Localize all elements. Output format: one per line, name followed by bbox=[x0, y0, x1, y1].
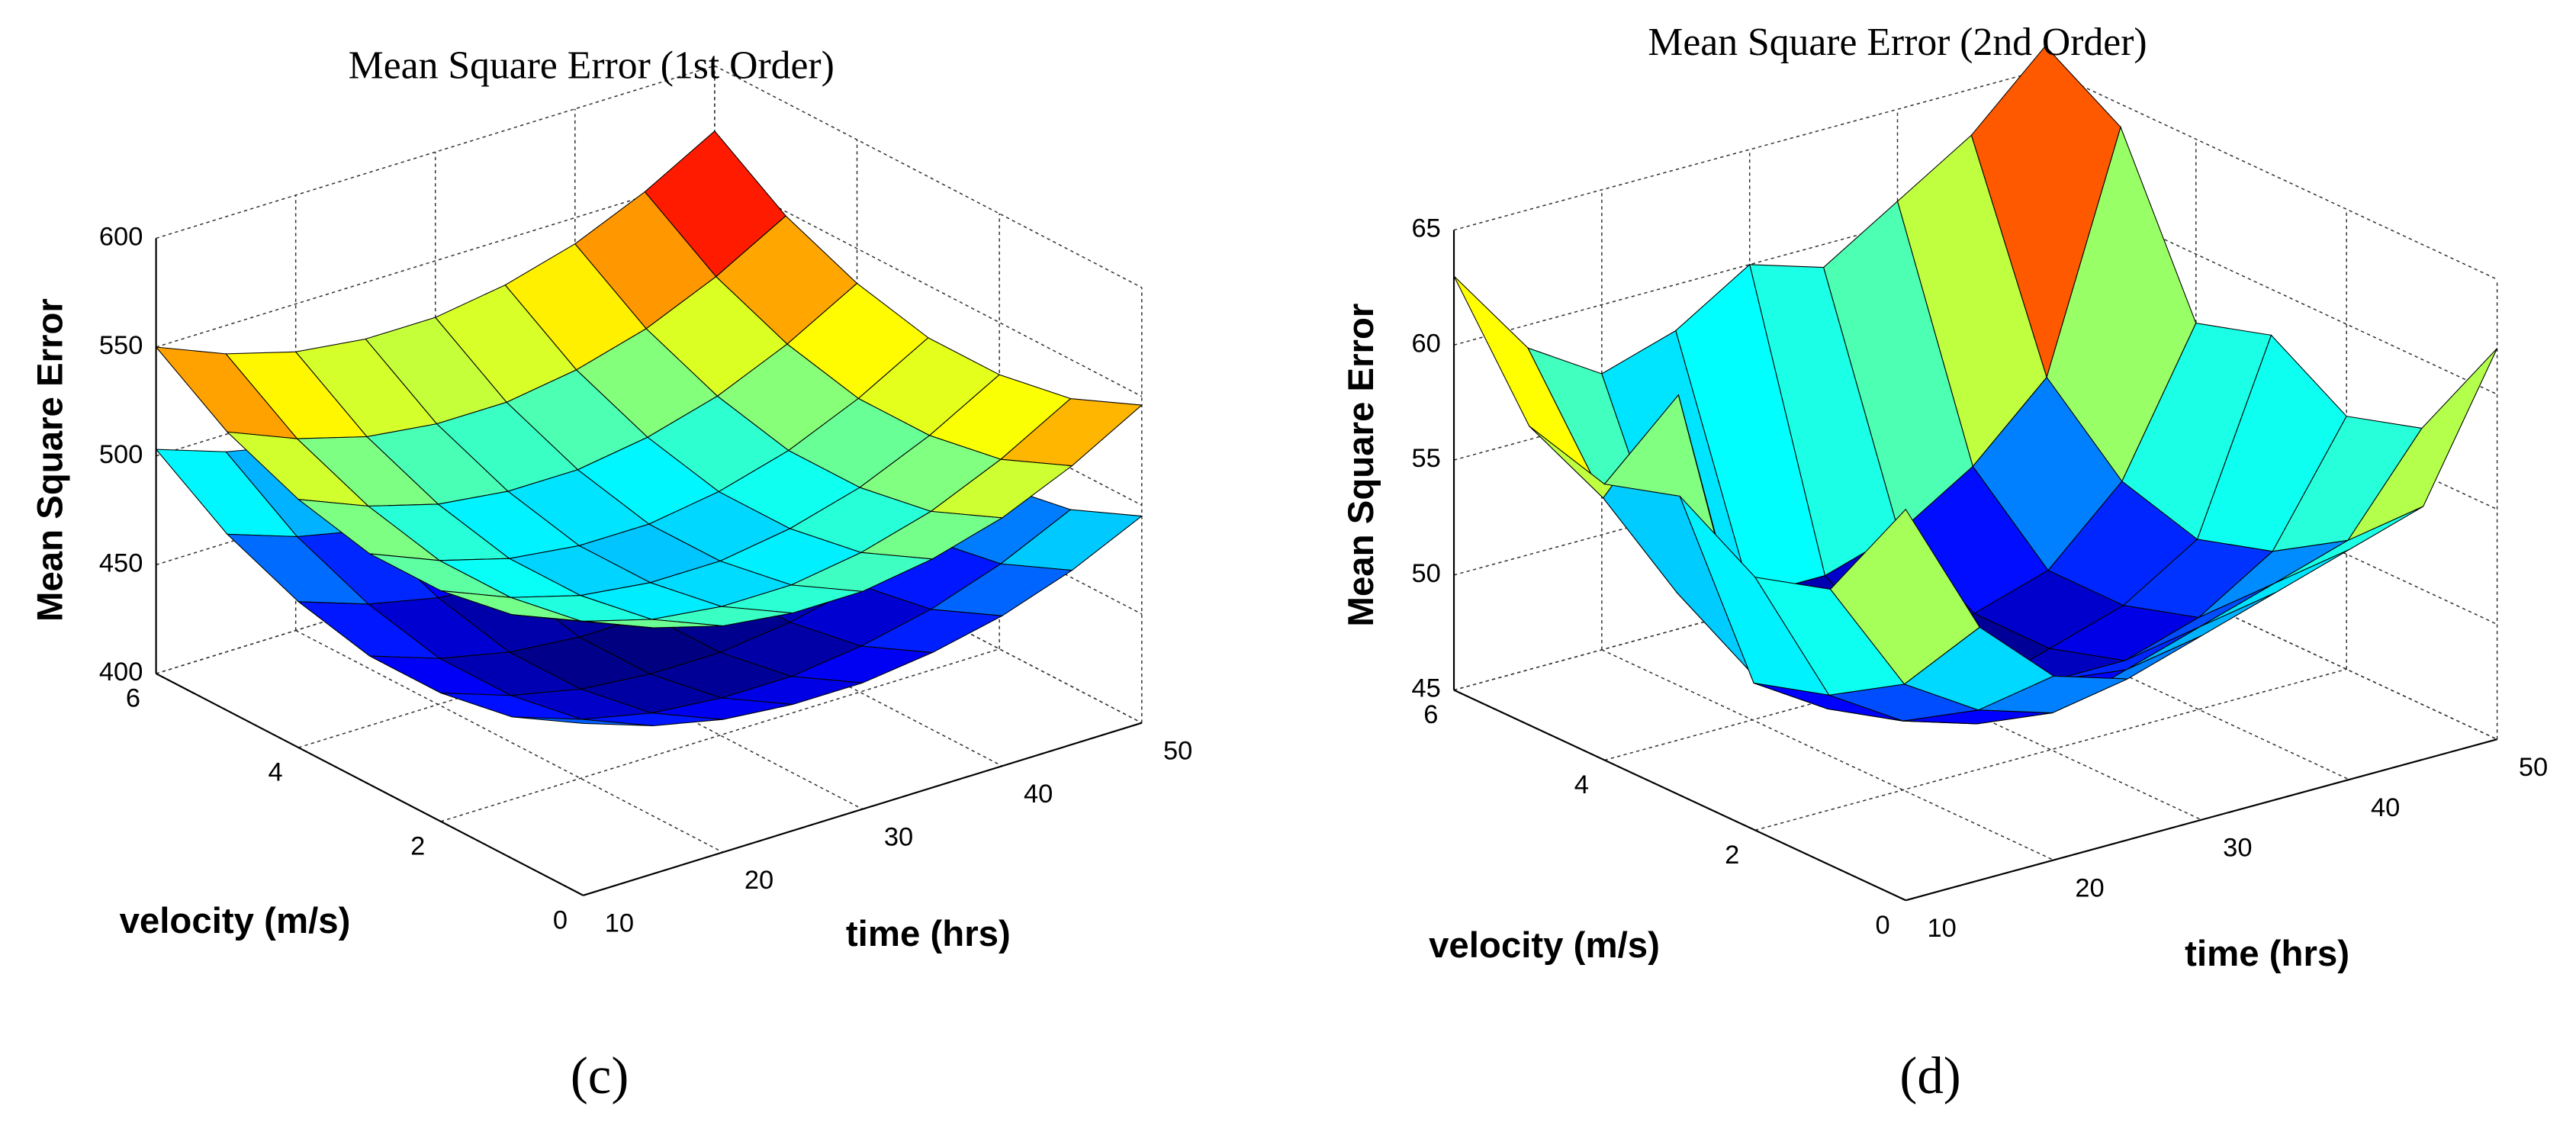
x-axis-label: velocity (m/s) bbox=[120, 901, 351, 941]
panel-label: (c) bbox=[571, 1047, 629, 1105]
axis-line bbox=[583, 722, 1143, 896]
y-tick-label: 30 bbox=[884, 823, 913, 852]
z-tick-label: 600 bbox=[99, 222, 143, 251]
surface-patch bbox=[512, 716, 654, 727]
x-tick-label: 6 bbox=[126, 684, 140, 713]
z-tick-label: 500 bbox=[99, 440, 143, 469]
grid-line bbox=[156, 174, 716, 348]
z-tick-label: 450 bbox=[99, 548, 143, 577]
grid-line bbox=[440, 648, 1000, 822]
grid-line bbox=[1601, 649, 2054, 861]
grid-line bbox=[2045, 68, 2497, 280]
y-tick-label: 30 bbox=[2223, 834, 2252, 863]
z-axis-label: Mean Square Error bbox=[1341, 304, 1381, 627]
y-axis-label: time (hrs) bbox=[846, 914, 1011, 954]
y-tick-label: 20 bbox=[744, 866, 773, 895]
y-axis-label: time (hrs) bbox=[2185, 934, 2349, 974]
z-tick-label: 550 bbox=[99, 331, 143, 360]
chart-title: Mean Square Error (2nd Order) bbox=[1648, 21, 2147, 64]
grid-line bbox=[2045, 413, 2497, 625]
x-tick-label: 0 bbox=[1876, 911, 1890, 940]
grid-line bbox=[1749, 609, 2202, 821]
y-tick-label: 50 bbox=[1163, 737, 1192, 766]
z-tick-label: 55 bbox=[1411, 444, 1440, 473]
z-tick-label: 45 bbox=[1411, 674, 1440, 703]
chart-title: Mean Square Error (1st Order) bbox=[349, 43, 835, 87]
axis-line bbox=[156, 673, 584, 896]
x-axis-label: velocity (m/s) bbox=[1429, 925, 1660, 966]
grid-line bbox=[2045, 528, 2497, 740]
grid-line bbox=[295, 629, 723, 853]
z-tick-label: 400 bbox=[99, 658, 143, 687]
grid-line bbox=[714, 174, 1143, 397]
surface-patch bbox=[1829, 508, 1980, 685]
y-tick-label: 10 bbox=[605, 909, 634, 938]
x-tick-label: 4 bbox=[269, 758, 283, 787]
grid-line bbox=[714, 65, 1143, 288]
y-tick-label: 20 bbox=[2075, 873, 2104, 902]
z-tick-label: 65 bbox=[1411, 214, 1440, 243]
x-tick-label: 0 bbox=[553, 905, 568, 934]
z-tick-label: 60 bbox=[1411, 329, 1440, 358]
panel-label: (d) bbox=[1899, 1047, 1960, 1105]
y-tick-label: 10 bbox=[1928, 914, 1957, 943]
grid-line bbox=[2045, 183, 2497, 395]
axis-line bbox=[1905, 738, 2497, 902]
axis-line bbox=[1453, 689, 1906, 902]
x-tick-label: 4 bbox=[1574, 770, 1589, 799]
y-tick-label: 40 bbox=[1024, 780, 1053, 809]
grid-line bbox=[1897, 568, 2350, 780]
z-axis-label: Mean Square Error bbox=[30, 298, 70, 622]
y-tick-label: 40 bbox=[2371, 793, 2400, 822]
x-tick-label: 6 bbox=[1423, 700, 1438, 729]
z-tick-label: 50 bbox=[1411, 559, 1440, 588]
surface-patch bbox=[512, 614, 654, 629]
y-tick-label: 50 bbox=[2519, 753, 2548, 782]
x-tick-label: 2 bbox=[1725, 841, 1739, 870]
x-tick-label: 2 bbox=[410, 831, 425, 860]
